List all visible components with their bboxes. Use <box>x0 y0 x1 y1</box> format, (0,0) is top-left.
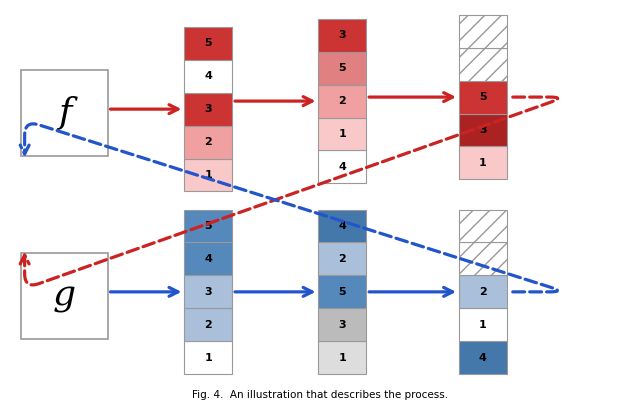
Text: 3: 3 <box>479 125 486 135</box>
FancyBboxPatch shape <box>459 308 507 341</box>
Text: 4: 4 <box>204 71 212 81</box>
FancyBboxPatch shape <box>184 93 232 126</box>
FancyBboxPatch shape <box>459 114 507 146</box>
FancyBboxPatch shape <box>319 243 366 275</box>
FancyBboxPatch shape <box>184 341 232 374</box>
Text: f: f <box>58 96 71 130</box>
Text: 2: 2 <box>479 287 487 297</box>
Text: 4: 4 <box>339 162 346 172</box>
Text: 3: 3 <box>204 287 212 297</box>
FancyBboxPatch shape <box>459 48 507 81</box>
Text: 2: 2 <box>339 254 346 264</box>
FancyBboxPatch shape <box>184 60 232 93</box>
FancyBboxPatch shape <box>459 243 507 275</box>
FancyBboxPatch shape <box>184 308 232 341</box>
Text: 5: 5 <box>204 38 212 48</box>
FancyBboxPatch shape <box>184 210 232 243</box>
Text: 5: 5 <box>204 221 212 231</box>
FancyBboxPatch shape <box>319 118 366 150</box>
FancyBboxPatch shape <box>319 19 366 52</box>
Text: 3: 3 <box>339 320 346 330</box>
Text: 2: 2 <box>339 96 346 106</box>
Text: 4: 4 <box>204 254 212 264</box>
Text: 4: 4 <box>339 221 346 231</box>
Text: 1: 1 <box>339 129 346 139</box>
FancyBboxPatch shape <box>22 253 108 339</box>
Text: 4: 4 <box>479 353 487 363</box>
FancyBboxPatch shape <box>184 243 232 275</box>
FancyBboxPatch shape <box>184 158 232 191</box>
FancyBboxPatch shape <box>459 15 507 48</box>
FancyBboxPatch shape <box>459 275 507 308</box>
Text: 2: 2 <box>204 137 212 147</box>
FancyBboxPatch shape <box>319 275 366 308</box>
FancyBboxPatch shape <box>319 85 366 118</box>
Text: 1: 1 <box>479 320 487 330</box>
FancyBboxPatch shape <box>319 210 366 243</box>
Text: g: g <box>53 279 76 313</box>
FancyBboxPatch shape <box>319 341 366 374</box>
Text: 1: 1 <box>204 170 212 180</box>
FancyBboxPatch shape <box>459 81 507 114</box>
Text: Fig. 4.  An illustration that describes the process.: Fig. 4. An illustration that describes t… <box>192 390 448 400</box>
Text: 1: 1 <box>479 158 487 168</box>
Text: 3: 3 <box>339 30 346 40</box>
Text: 5: 5 <box>339 63 346 73</box>
FancyBboxPatch shape <box>184 126 232 158</box>
Text: 1: 1 <box>339 353 346 363</box>
FancyBboxPatch shape <box>319 52 366 85</box>
Text: 1: 1 <box>204 353 212 363</box>
FancyBboxPatch shape <box>184 275 232 308</box>
Text: 5: 5 <box>479 92 486 102</box>
FancyBboxPatch shape <box>459 341 507 374</box>
Text: 5: 5 <box>339 287 346 297</box>
FancyBboxPatch shape <box>319 308 366 341</box>
Text: 2: 2 <box>204 320 212 330</box>
FancyBboxPatch shape <box>184 27 232 60</box>
FancyBboxPatch shape <box>319 150 366 183</box>
Text: 3: 3 <box>204 104 212 114</box>
FancyBboxPatch shape <box>459 210 507 243</box>
FancyBboxPatch shape <box>22 70 108 156</box>
FancyBboxPatch shape <box>459 146 507 179</box>
